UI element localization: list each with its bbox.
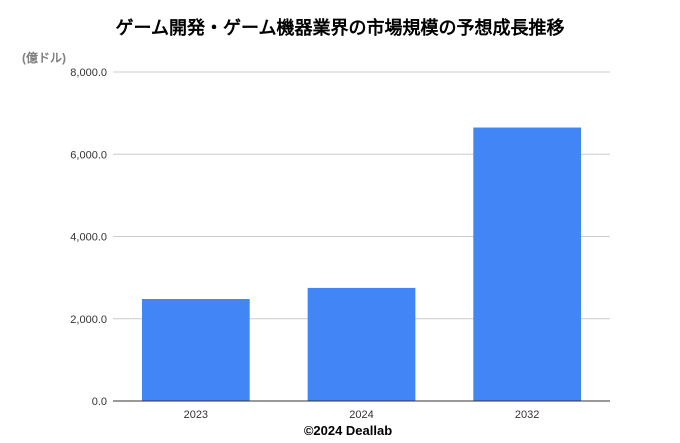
x-tick-label: 2024: [349, 409, 373, 421]
x-tick-label: 2023: [184, 409, 208, 421]
x-tick-label: 2032: [515, 409, 539, 421]
x-axis-ticks: 2023 2024 2032: [184, 409, 540, 421]
y-axis-unit-label: (億ドル): [22, 50, 66, 65]
chart-title: ゲーム開発・ゲーム機器業界の市場規模の予想成長推移: [116, 17, 565, 39]
y-tick-label: 0.0: [92, 396, 107, 408]
copyright-credit: ©2024 Deallab: [304, 423, 392, 438]
y-tick-label: 2,000.0: [70, 314, 107, 326]
bar-2032: [473, 127, 582, 402]
y-tick-label: 6,000.0: [70, 149, 107, 161]
bars: [141, 127, 582, 402]
bar-2024: [307, 287, 416, 401]
y-tick-label: 8,000.0: [70, 67, 107, 79]
y-axis-ticks: 0.0 2,000.0 4,000.0 6,000.0 8,000.0: [70, 67, 107, 408]
y-tick-label: 4,000.0: [70, 232, 107, 244]
bar-2023: [141, 299, 250, 401]
